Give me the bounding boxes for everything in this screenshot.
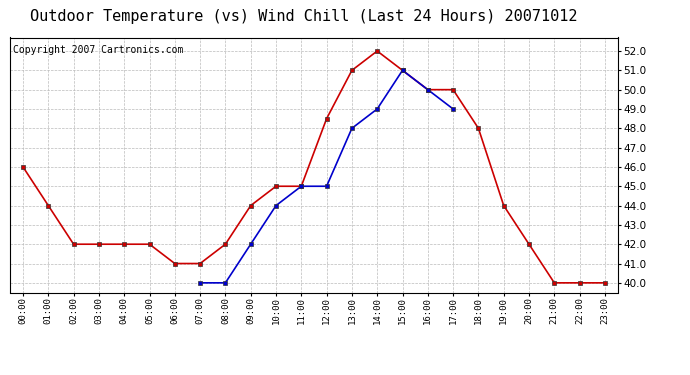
Text: Outdoor Temperature (vs) Wind Chill (Last 24 Hours) 20071012: Outdoor Temperature (vs) Wind Chill (Las… (30, 9, 578, 24)
Text: Copyright 2007 Cartronics.com: Copyright 2007 Cartronics.com (13, 45, 184, 55)
